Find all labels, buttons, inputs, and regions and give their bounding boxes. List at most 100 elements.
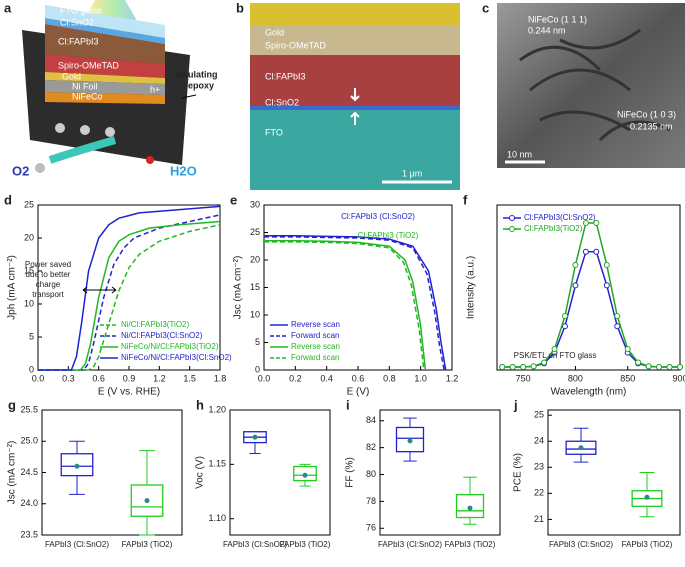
y-tick-label: 82 xyxy=(366,442,376,452)
point xyxy=(624,346,631,352)
y-axis-label: FF (%) xyxy=(345,457,356,488)
label: Insulating xyxy=(175,69,218,79)
series-line xyxy=(502,251,680,368)
y-tick-label: 25.0 xyxy=(20,436,38,446)
y-axis-label: Jsc (mA cm⁻²) xyxy=(233,256,244,320)
annotation: Cl:FAPbI3 (TiO2) xyxy=(358,231,419,240)
point xyxy=(603,282,610,289)
legend-label: Cl:FAPbI3(TiO2) xyxy=(524,224,583,233)
series-line xyxy=(264,235,447,371)
point xyxy=(593,248,600,255)
mean xyxy=(578,445,584,451)
point xyxy=(541,359,548,366)
layer-psk xyxy=(45,24,165,64)
legend-label: NiFeCo/Ni/Cl:FAPbI3(TiO2) xyxy=(121,342,219,351)
label: FTO glass xyxy=(60,5,102,15)
mean xyxy=(467,505,473,511)
label: Spiro-OMeTAD xyxy=(58,60,119,70)
x-tick-label: FAPbI3 (TiO2) xyxy=(280,540,331,549)
point xyxy=(582,220,589,226)
y-tick-label: 23.5 xyxy=(20,529,38,539)
annotation: due to better xyxy=(26,270,71,279)
label: 10 nm xyxy=(507,149,532,159)
legend-label: Reverse scan xyxy=(291,342,340,351)
y-tick-label: 24 xyxy=(534,436,544,446)
x-tick-label: 0.6 xyxy=(92,373,105,383)
callout-line xyxy=(181,94,197,99)
panel-letter: f xyxy=(463,192,468,207)
label: Cl:FAPbI3 xyxy=(265,71,306,81)
label: H2O xyxy=(170,163,197,178)
sem-gold xyxy=(250,3,460,25)
x-axis-label: E (V) xyxy=(347,387,370,398)
label: epoxy xyxy=(188,80,214,90)
y-tick-label: 1.10 xyxy=(208,513,226,523)
label: NiFeCo (1 1 1) xyxy=(528,14,587,24)
legend-label: Ni/Cl:FAPbI3(Cl:SnO2) xyxy=(121,331,203,340)
point xyxy=(614,323,621,330)
panel-a: a FTO glass Cl:SnO2 Cl:FAPbI3 Spiro-OMeT… xyxy=(4,0,218,178)
point xyxy=(561,313,568,319)
annotation: transport xyxy=(32,290,64,299)
plot-frame xyxy=(496,204,681,371)
series-line xyxy=(264,236,445,371)
y-tick-label: 15 xyxy=(250,282,260,292)
annotation: Cl:FAPbI3 (Cl:SnO2) xyxy=(341,212,415,221)
x-tick-label: 0.4 xyxy=(320,373,333,383)
annotation: PSK/ETL on FTO glass xyxy=(514,351,597,360)
panel-letter: i xyxy=(346,397,350,412)
y-tick-label: 80 xyxy=(366,469,376,479)
x-tick-label: 0.0 xyxy=(258,373,271,383)
x-axis-label: E (V vs. RHE) xyxy=(98,387,160,398)
series-line xyxy=(502,222,680,368)
x-tick-label: 0.6 xyxy=(352,373,365,383)
y-tick-label: 76 xyxy=(366,523,376,533)
arrow xyxy=(82,286,117,294)
label: O2 xyxy=(12,163,29,178)
x-tick-label: FAPbI3 (Cl:SnO2) xyxy=(378,540,442,549)
label: 1 μm xyxy=(402,168,422,178)
point xyxy=(666,364,673,370)
mean xyxy=(407,438,413,444)
mean xyxy=(252,434,258,440)
x-axis-label: Wavelength (nm) xyxy=(551,387,627,398)
y-axis-label: Jsc (mA cm⁻²) xyxy=(7,441,18,505)
x-tick-label: 1.2 xyxy=(153,373,166,383)
series-line xyxy=(38,224,221,371)
y-tick-label: 10 xyxy=(250,309,260,319)
label: NiFeCo (1 0 3) xyxy=(617,109,676,119)
plot-frame xyxy=(379,409,501,536)
x-tick-label: 750 xyxy=(516,373,531,383)
bubble xyxy=(105,127,115,137)
layer-fto xyxy=(45,5,165,38)
legend-marker xyxy=(509,226,515,232)
x-tick-label: 0.2 xyxy=(289,373,302,383)
point xyxy=(582,248,589,255)
point xyxy=(572,282,579,289)
point xyxy=(561,323,568,330)
molecule xyxy=(146,156,154,164)
sem-spiro xyxy=(250,25,460,55)
layer-ni xyxy=(45,80,165,95)
point xyxy=(593,220,600,226)
mean xyxy=(74,463,80,469)
mean xyxy=(302,472,308,478)
panel-letter: c xyxy=(482,0,489,15)
label: Ni Foil xyxy=(72,81,98,91)
y-tick-label: 78 xyxy=(366,496,376,506)
series-line xyxy=(38,205,221,371)
mean xyxy=(644,494,650,500)
y-tick-label: 20 xyxy=(250,254,260,264)
label: Cl:FAPbI3 xyxy=(58,36,99,46)
x-tick-label: 1.0 xyxy=(414,373,427,383)
plot-frame xyxy=(229,409,331,536)
legend-marker xyxy=(509,215,515,221)
label: Cl:SnO2 xyxy=(265,97,299,107)
y-tick-label: 1.15 xyxy=(208,459,226,469)
flow-arrow xyxy=(48,136,117,164)
y-axis-label: Intensity (a.u.) xyxy=(466,256,477,319)
point xyxy=(677,364,683,370)
y-tick-label: 22 xyxy=(534,488,544,498)
label: Gold xyxy=(62,71,81,81)
